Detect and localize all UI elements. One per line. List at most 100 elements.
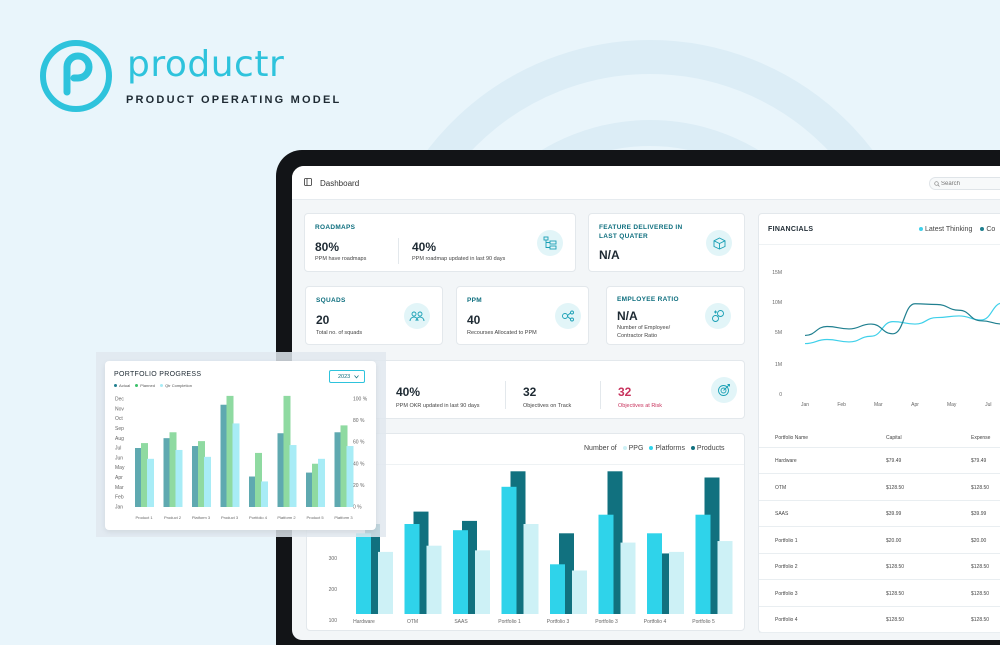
- bar-platforms: [523, 524, 539, 614]
- y-tick-label-left: Feb: [115, 495, 124, 501]
- x-tick-label: Apr: [911, 402, 919, 408]
- target-icon: [711, 377, 737, 403]
- bar-planned: [169, 432, 177, 507]
- table-cell: $128.50: [886, 564, 905, 570]
- legend-ppg[interactable]: PPG: [628, 445, 644, 452]
- bar-qtr-completion: [175, 449, 183, 507]
- legend-co[interactable]: Co: [986, 226, 996, 233]
- x-tick-label: Platform 3: [334, 515, 353, 520]
- table-row[interactable]: Portfolio 3 $128.50 $128.50: [759, 581, 1000, 607]
- table-cell: Portfolio 3: [775, 590, 798, 597]
- x-tick-label: Hardware: [353, 619, 375, 625]
- legend-platforms[interactable]: Platforms: [655, 445, 685, 452]
- stat-label: PPM have roadmaps: [315, 256, 367, 262]
- x-tick-label: Product 3: [221, 515, 239, 520]
- x-tick-label: Portfolio 3: [547, 619, 570, 625]
- bar-actual: [334, 432, 342, 507]
- table-row[interactable]: Portfolio 1 $20.00 $20.00: [759, 528, 1000, 554]
- bar-ppg: [598, 514, 614, 614]
- y-tick-label-right: 80 %: [353, 418, 365, 424]
- top-bar: Dashboard: [292, 166, 1000, 200]
- legend-prefix: Number of: [584, 445, 617, 452]
- year-value: 2023: [338, 374, 351, 380]
- x-tick-label: SAAS: [454, 619, 468, 625]
- card-title-line2: LAST QUATER: [599, 233, 649, 240]
- table-cell: Hardware: [775, 458, 797, 464]
- table-cell: $128.50: [971, 617, 990, 623]
- risk-label: Objectives at Risk: [618, 403, 663, 409]
- table-row[interactable]: Portfolio 2 $128.50 $128.50: [759, 554, 1000, 580]
- roadmaps-card[interactable]: ROADMAPS 80% PPM have roadmaps 40% PPM r…: [304, 213, 576, 272]
- divider: [600, 381, 601, 409]
- x-tick-label: Product 2: [164, 515, 182, 520]
- table-row[interactable]: OTM $128.50 $128.50: [759, 475, 1000, 501]
- box-icon: [706, 230, 732, 256]
- y-tick-label-left: Nov: [115, 406, 124, 412]
- table-cell: OTM: [775, 484, 787, 491]
- search-input[interactable]: [941, 179, 1000, 189]
- card-title: EMPLOYEE RATIO: [617, 296, 679, 303]
- y-tick-label-left: Dec: [115, 397, 124, 403]
- legend-products[interactable]: Products: [696, 445, 725, 452]
- legend-dot-products: [690, 446, 695, 451]
- x-tick-label: Platform 3: [192, 515, 211, 520]
- year-select[interactable]: 2023: [329, 370, 365, 383]
- feature-delivered-card[interactable]: FEATURE DELIVERED IN LAST QUATER N/A: [588, 213, 745, 272]
- divider: [505, 381, 506, 409]
- bar-ppg: [501, 486, 517, 614]
- legend-dot-platforms: [649, 446, 654, 451]
- bar-ppg: [356, 533, 371, 614]
- ppm-card[interactable]: PPM 40 Recourses Allocated to PPM: [456, 286, 589, 345]
- bar-qtr-completion: [147, 458, 154, 507]
- y-tick-label: 1M: [775, 362, 782, 368]
- productr-logo-icon: [40, 40, 112, 112]
- bar-qtr-completion: [261, 481, 268, 507]
- bar-actual: [163, 438, 171, 507]
- x-tick-label: May: [947, 402, 957, 408]
- y-tick-label: 10M: [772, 300, 782, 306]
- legend-dot-actual: [114, 384, 117, 388]
- legend-dot-planned: [135, 384, 139, 388]
- line-chart: 15M 10M 5M 1M 0 Jan Feb Mar Apr May Jul: [772, 270, 1000, 408]
- x-tick-label: Platform 2: [277, 515, 296, 520]
- legend-latest-thinking[interactable]: Latest Thinking: [925, 226, 973, 233]
- bar-actual: [249, 476, 256, 507]
- okr-card[interactable]: 40% PPM OKR updated in last 90 days 32 O…: [362, 360, 745, 419]
- x-tick-label: Mar: [874, 402, 883, 408]
- bar-actual: [277, 433, 285, 507]
- x-tick-label: Product 5: [306, 515, 324, 520]
- employee-ratio-card[interactable]: EMPLOYEE RATIO N/A Number of Employee/ C…: [606, 286, 745, 345]
- y-tick-label-left: Mar: [115, 485, 124, 491]
- legend-dot-co: [980, 227, 985, 232]
- y-tick-label: 15M: [772, 270, 782, 276]
- stat-value: 20: [316, 313, 330, 327]
- portfolio-progress-chart: Dec Nov Oct Sep Aug Jul Jun May Apr Mar Feb Jan 100 …: [115, 395, 368, 520]
- dashboard-screen: Dashboard ROADMAPS 80% PPM have roadmaps…: [292, 166, 1000, 640]
- stat-label-line2: Contractor Ratio: [617, 333, 658, 339]
- y-tick-label-left: Oct: [115, 416, 123, 422]
- table-cell: $128.50: [886, 484, 905, 491]
- sidebar-toggle-icon[interactable]: [304, 178, 312, 186]
- table-row[interactable]: Hardware $79.49 $79.49: [759, 448, 1000, 474]
- legend-planned: Planned: [140, 383, 155, 388]
- stat-value: 40: [467, 313, 481, 327]
- table-row[interactable]: SAAS $39.99 $39.99: [759, 501, 1000, 527]
- squads-card[interactable]: SQUADS 20 Total no. of squads: [305, 286, 443, 345]
- table-cell: $128.50: [971, 564, 990, 570]
- y-tick-label-left: Jul: [115, 446, 121, 452]
- header-capital[interactable]: Capital: [886, 435, 902, 441]
- bar-qtr-completion: [318, 458, 325, 507]
- portfolio-progress-card: PORTFOLIO PROGRESS 2023 Actual Planned Q…: [105, 361, 376, 530]
- x-tick-label: Portfolio 5: [692, 619, 715, 625]
- bar-ppg: [647, 533, 662, 614]
- table-row[interactable]: Portfolio 4 $128.50 $128.50: [759, 607, 1000, 633]
- header-expense[interactable]: Expense: [971, 435, 991, 441]
- search-box[interactable]: [929, 177, 1000, 190]
- series-line: [804, 302, 1000, 345]
- y-tick-label-left: Apr: [115, 475, 123, 481]
- y-tick-label: 100: [329, 618, 338, 624]
- header-portfolio-name[interactable]: Portfolio Name: [775, 435, 809, 441]
- table-cell: Portfolio 2: [775, 564, 798, 570]
- roadmap-icon: [537, 230, 563, 256]
- stat-label-line1: Number of Employee/: [617, 325, 671, 331]
